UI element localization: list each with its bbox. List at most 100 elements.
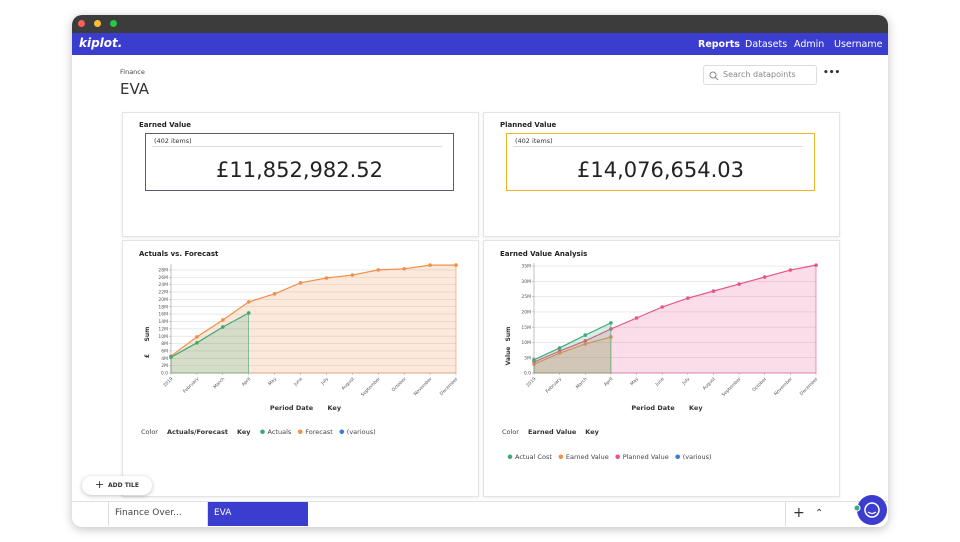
point — [350, 273, 355, 277]
x-tick-label: 2019 — [162, 376, 174, 388]
point — [814, 263, 818, 267]
nav-link[interactable]: Datasets — [745, 39, 788, 50]
x-tick-label: September — [721, 376, 743, 398]
x-tick-label: September — [360, 376, 382, 398]
separator — [785, 502, 786, 526]
legend-swatch — [675, 454, 681, 460]
x-tick-label: December — [799, 376, 820, 397]
divider — [513, 146, 803, 147]
tab[interactable]: Finance Over... — [108, 502, 208, 526]
chart-tile: Earned Value Analysis 0.0 5M 10M 15M 20M 25M 30… — [483, 240, 840, 497]
point — [246, 311, 251, 315]
x-axis-label: Period Date — [270, 404, 314, 412]
close-button[interactable] — [78, 20, 85, 27]
x-tick-label: July — [681, 376, 692, 387]
point — [221, 325, 225, 329]
x-tick-label: August — [701, 376, 717, 392]
x-tick-label: May — [629, 376, 640, 387]
point — [454, 263, 458, 267]
x-tick-label: April — [603, 376, 615, 388]
button-label: ADD TILE — [108, 482, 139, 489]
y-tick-label: 24M — [158, 282, 168, 288]
legend-field: Earned Value — [528, 428, 577, 436]
legend-swatch — [297, 429, 303, 435]
point — [376, 268, 381, 272]
y-axis-label: Sum — [505, 327, 512, 342]
x-tick-label: 2019 — [525, 376, 537, 388]
point — [583, 342, 588, 346]
y-tick-label: 20M — [158, 297, 168, 303]
point — [660, 305, 664, 309]
x-tick-label: October — [391, 376, 408, 393]
logo[interactable]: kiplot. — [79, 36, 123, 50]
item-count: (402 items) — [515, 137, 553, 145]
legend-key: Key — [237, 428, 251, 436]
legend-swatch — [260, 429, 265, 435]
line — [533, 336, 612, 365]
nav-link[interactable]: Username — [834, 39, 883, 50]
y-axis-label: Value — [505, 347, 512, 366]
area — [533, 322, 612, 374]
x-tick-label: June — [654, 376, 666, 388]
x-axis-key: Key — [328, 404, 342, 412]
kpi-value: £11,852,982.52 — [216, 158, 383, 182]
add-tile-button[interactable]: + ADD TILE — [82, 476, 152, 495]
search-box[interactable]: Search datapoints — [703, 65, 817, 85]
y-tick-label: 15M — [521, 325, 531, 331]
chat-widget[interactable] — [850, 494, 890, 528]
x-tick-label: April — [241, 376, 253, 388]
nav-link[interactable]: Admin — [794, 39, 825, 50]
x-tick-label: June — [292, 376, 304, 388]
area — [170, 312, 250, 374]
point — [169, 355, 173, 359]
x-axis-label: Period Date — [631, 404, 675, 412]
legend-swatch — [339, 429, 345, 435]
x-tick-label: May — [267, 376, 278, 387]
page-title: EVA — [120, 80, 150, 98]
y-tick-label: 22M — [158, 290, 168, 296]
legend-label: Color — [141, 428, 158, 436]
y-axis-label: £ — [144, 354, 151, 358]
kpi-box: (402 items) £11,852,982.52 — [145, 133, 454, 191]
x-tick-label: November — [773, 376, 794, 397]
y-tick-label: 2M — [161, 363, 168, 369]
maximize-button[interactable] — [110, 20, 117, 27]
point — [246, 300, 251, 304]
legend-label: Color — [502, 428, 519, 436]
legend-swatch — [615, 454, 621, 460]
y-tick-label: 8M — [161, 341, 168, 347]
point — [583, 339, 588, 343]
y-tick-label: 28M — [158, 267, 168, 273]
breadcrumb[interactable]: Finance — [120, 68, 145, 76]
y-tick-label: 10M — [158, 334, 168, 340]
x-tick-label: October — [751, 376, 768, 393]
line — [170, 312, 250, 358]
legend-entry: Actuals — [268, 428, 292, 436]
x-tick-label: July — [319, 376, 330, 387]
kpi-box: (402 items) £14,076,654.03 — [506, 133, 815, 191]
y-tick-label: 10M — [521, 340, 531, 346]
point — [221, 318, 225, 322]
tab-active[interactable]: EVA — [208, 502, 308, 526]
y-tick-label: 20M — [521, 309, 531, 315]
point — [634, 316, 639, 320]
chart: Earned Value Analysis 0.0 5M 10M 15M 20M 25M 30… — [500, 250, 820, 461]
more-menu[interactable]: ••• — [823, 68, 841, 78]
point — [298, 280, 303, 285]
minimize-button[interactable] — [94, 20, 101, 27]
collapse-button[interactable]: ⌃ — [815, 508, 824, 519]
search-placeholder: Search datapoints — [723, 70, 796, 79]
y-tick-label: 14M — [158, 319, 168, 325]
tab-label: Finance Over... — [115, 508, 182, 518]
search-icon — [709, 71, 719, 81]
y-tick-label: 4M — [161, 356, 168, 362]
point — [272, 292, 277, 296]
point — [557, 351, 562, 355]
point — [762, 275, 767, 279]
add-tab-button[interactable]: + — [793, 505, 805, 521]
x-tick-label: November — [413, 376, 434, 397]
nav-link[interactable]: Reports — [698, 39, 740, 50]
legend-swatch — [558, 454, 564, 460]
